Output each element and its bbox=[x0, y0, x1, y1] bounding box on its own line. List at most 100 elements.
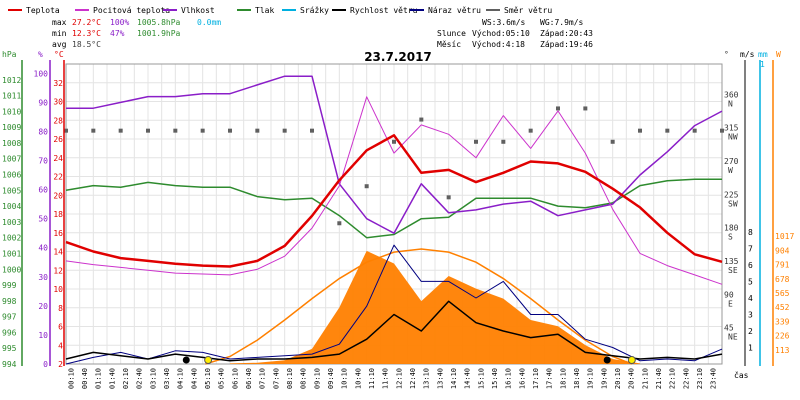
time-tick-21: 10:40 bbox=[354, 368, 362, 389]
sunset-marker bbox=[627, 356, 636, 364]
hpa-tick-6: 1006 bbox=[2, 171, 21, 180]
sunrise: Východ:05:10 bbox=[472, 29, 530, 38]
time-tick-47: 23:40 bbox=[710, 368, 718, 389]
pct-tick-9: 10 bbox=[38, 331, 48, 340]
time-tick-24: 12:10 bbox=[395, 368, 403, 389]
legend-label-1: Pocitová teplota bbox=[93, 6, 170, 15]
deg-tick-3: 225 bbox=[724, 190, 739, 199]
time-tick-46: 23:10 bbox=[696, 368, 704, 389]
time-tick-18: 09:10 bbox=[313, 368, 321, 389]
hpa-tick-4: 1008 bbox=[2, 139, 21, 148]
deg-dir-2: W bbox=[728, 166, 733, 175]
time-tick-1: 00:40 bbox=[81, 368, 89, 389]
deg-tick-6: 90 bbox=[724, 290, 734, 299]
wind-dir-point-19 bbox=[583, 106, 588, 111]
ms-axis-label: m/s bbox=[740, 50, 755, 59]
time-tick-5: 02:40 bbox=[136, 368, 144, 389]
moonset-marker bbox=[603, 356, 611, 364]
hpa-tick-9: 1003 bbox=[2, 218, 21, 227]
ms-tick-7: 1 bbox=[748, 343, 753, 352]
time-tick-4: 02:10 bbox=[122, 368, 130, 389]
hpa-tick-13: 999 bbox=[2, 281, 17, 290]
hpa-tick-2: 1010 bbox=[2, 107, 21, 116]
deg-axis-label: ° bbox=[724, 50, 729, 59]
time-tick-15: 07:40 bbox=[272, 368, 280, 389]
time-tick-32: 16:10 bbox=[505, 368, 513, 389]
stat-min-temp: 12.3°C bbox=[72, 29, 101, 38]
wind-dir-point-21 bbox=[638, 128, 642, 133]
time-tick-7: 03:40 bbox=[163, 368, 171, 389]
w-tick-3: 678 bbox=[775, 275, 790, 284]
ms-tick-1: 7 bbox=[748, 244, 753, 253]
deg-dir-1: NW bbox=[728, 133, 738, 142]
stat-ws: WS:3.6m/s bbox=[482, 18, 526, 27]
ms-tick-4: 4 bbox=[748, 294, 753, 303]
time-tick-16: 08:10 bbox=[286, 368, 294, 389]
legend: Teplota Pocitová teplota Vlhkost Tlak Srážky… bbox=[8, 6, 552, 15]
stat-max-hum: 100% bbox=[110, 18, 129, 27]
deg-dir-3: SW bbox=[728, 199, 738, 208]
solar-theoretical-line bbox=[205, 248, 633, 365]
time-tick-22: 11:10 bbox=[368, 368, 376, 389]
hpa-tick-12: 1000 bbox=[2, 265, 21, 274]
ms-tick-2: 6 bbox=[748, 261, 753, 270]
wind-dir-point-4 bbox=[173, 128, 178, 133]
time-tick-39: 19:40 bbox=[600, 368, 608, 389]
legend-label-7: Směr větru bbox=[504, 6, 552, 15]
time-tick-13: 06:40 bbox=[245, 368, 253, 389]
hpa-tick-0: 1012 bbox=[2, 76, 21, 85]
pct-tick-2: 80 bbox=[38, 127, 48, 136]
temp-tick-5: 22 bbox=[53, 173, 63, 182]
wind-dir-point-7 bbox=[255, 128, 260, 133]
wind-dir-point-9 bbox=[310, 128, 314, 133]
time-tick-3: 01:40 bbox=[108, 368, 116, 389]
wind-dir-point-10 bbox=[337, 221, 342, 226]
time-tick-33: 16:40 bbox=[518, 368, 526, 389]
sunrise-marker bbox=[204, 356, 213, 364]
wind-dir-point-0 bbox=[64, 128, 68, 133]
pct-tick-0: 100 bbox=[34, 69, 49, 78]
wind-dir-point-16 bbox=[501, 139, 506, 144]
moon-label: Měsíc bbox=[437, 40, 461, 49]
w-tick-2: 791 bbox=[775, 261, 790, 270]
stat-avg-label: avg bbox=[52, 40, 67, 49]
pct-tick-4: 60 bbox=[38, 186, 48, 195]
time-tick-11: 05:40 bbox=[218, 368, 226, 389]
deg-dir-7: NE bbox=[728, 333, 738, 342]
stat-wg: WG:7.9m/s bbox=[540, 18, 584, 27]
time-tick-30: 15:10 bbox=[477, 368, 485, 389]
wind-dir-point-6 bbox=[228, 128, 232, 133]
deg-dir-4: S bbox=[728, 233, 733, 242]
time-tick-35: 17:40 bbox=[546, 368, 554, 389]
ms-tick-5: 3 bbox=[748, 310, 753, 319]
ms-tick-0: 8 bbox=[748, 228, 753, 237]
wind-speed-line bbox=[65, 300, 723, 362]
hpa-tick-8: 1004 bbox=[2, 202, 21, 211]
wind-dir-point-17 bbox=[528, 128, 533, 133]
stat-min-hum: 47% bbox=[110, 29, 125, 38]
hpa-tick-18: 994 bbox=[2, 360, 17, 369]
ms-tick-3: 5 bbox=[748, 277, 753, 286]
time-tick-26: 13:10 bbox=[423, 368, 431, 389]
hpa-tick-11: 1001 bbox=[2, 249, 21, 258]
pct-axis-label: % bbox=[38, 50, 43, 59]
deg-tick-0: 360 bbox=[724, 90, 739, 99]
deg-dir-0: N bbox=[728, 99, 733, 108]
wind-dir-point-2 bbox=[118, 128, 123, 133]
time-tick-8: 04:10 bbox=[177, 368, 185, 389]
deg-tick-7: 45 bbox=[724, 324, 734, 333]
hpa-tick-17: 995 bbox=[2, 344, 17, 353]
moonrise: Východ:4:18 bbox=[472, 40, 525, 49]
wind-dir-point-14 bbox=[446, 195, 451, 200]
stats-block: max 27.2°C 100% 1005.8hPa 0.0mm min 12.3… bbox=[52, 18, 593, 49]
pressure-line bbox=[65, 178, 722, 239]
pct-tick-3: 70 bbox=[38, 157, 48, 166]
mm-tick-top: 1 bbox=[760, 60, 765, 69]
stat-min-press: 1001.9hPa bbox=[137, 29, 181, 38]
wind-dir-point-3 bbox=[146, 128, 150, 133]
feels-like-line bbox=[65, 96, 723, 285]
time-tick-27: 13:40 bbox=[436, 368, 444, 389]
hpa-tick-10: 1002 bbox=[2, 234, 21, 243]
temp-axis-label: °C bbox=[54, 50, 64, 59]
